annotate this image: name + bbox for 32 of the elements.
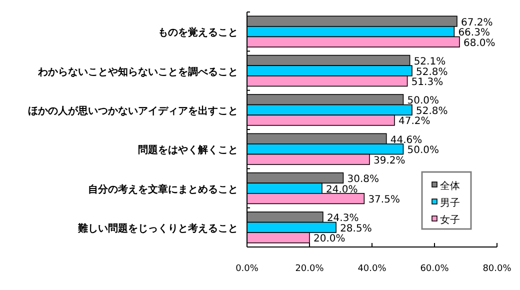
- data-label: 51.3%: [411, 77, 444, 88]
- data-label: 52.1%: [414, 56, 446, 68]
- data-label: 68.0%: [464, 38, 496, 49]
- data-label: 30.8%: [347, 174, 380, 185]
- data-label: 52.8%: [416, 106, 448, 117]
- x-tick-label: 20.0%: [295, 264, 324, 274]
- data-label: 24.3%: [326, 213, 359, 224]
- data-label: 52.8%: [416, 66, 448, 78]
- y-tick-label: 難しい問題をじっくりと考えること: [77, 222, 238, 234]
- data-label: 44.6%: [390, 134, 422, 146]
- data-label: 20.0%: [314, 234, 346, 245]
- x-tick-label: 40.0%: [358, 264, 387, 274]
- data-label: 24.0%: [326, 184, 358, 196]
- legend-label: 男子: [440, 198, 460, 209]
- y-tick-label: 自分の考えを文章にまとめること: [88, 183, 238, 196]
- data-label: 39.2%: [374, 155, 406, 166]
- data-label: 28.5%: [340, 223, 372, 234]
- data-label: 67.2%: [461, 17, 493, 28]
- legend-label: 女子: [440, 214, 460, 226]
- x-tick-label: 80.0%: [482, 264, 512, 274]
- y-tick-label: 問題をはやく解くこと: [138, 144, 238, 156]
- legend-label: 全体: [440, 180, 460, 192]
- data-label: 37.5%: [368, 194, 400, 206]
- y-tick-label: わからないことや知らないことを調べること: [37, 66, 238, 78]
- y-tick-label: ものを覚えること: [158, 26, 238, 39]
- x-tick-label: 60.0%: [420, 264, 450, 274]
- x-tick-label: 0.0%: [236, 264, 259, 274]
- data-label: 50.0%: [407, 96, 440, 107]
- data-label: 50.0%: [407, 145, 440, 156]
- data-label: 66.3%: [458, 28, 490, 39]
- y-tick-label: ほかの人が思いつかないアイディアを出すこと: [28, 104, 238, 117]
- data-label: 47.2%: [398, 116, 430, 128]
